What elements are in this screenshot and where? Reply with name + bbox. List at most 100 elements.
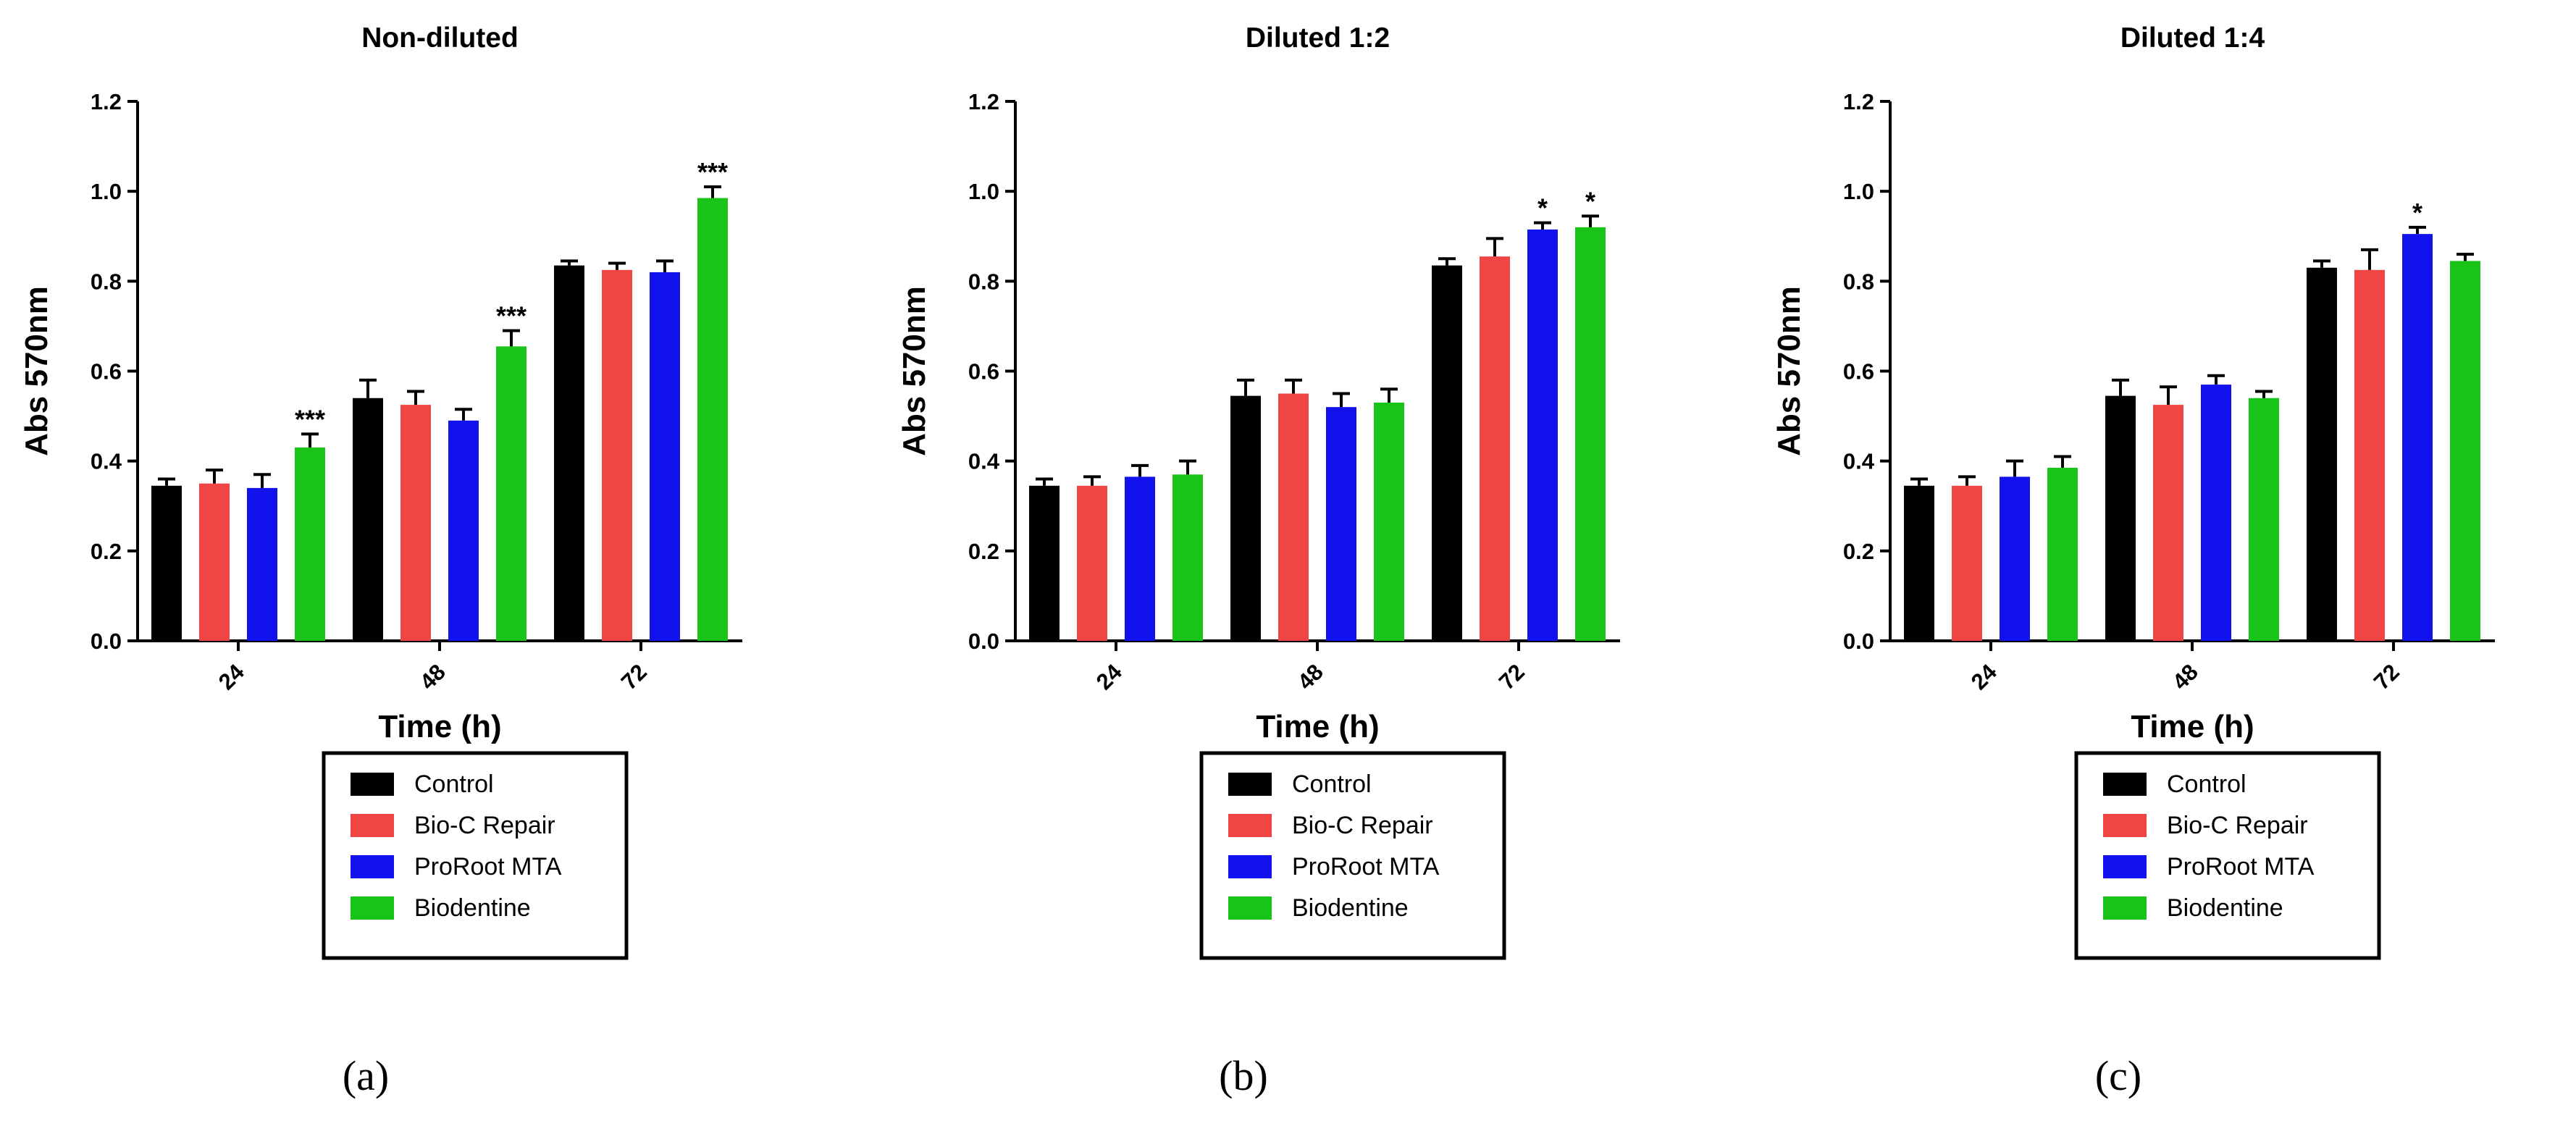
- bar: [151, 485, 182, 641]
- legend-swatch: [1228, 773, 1272, 796]
- significance-marker: *: [1585, 186, 1595, 216]
- legend-swatch: [351, 773, 394, 796]
- legend-label: Bio-C Repair: [414, 812, 555, 839]
- legend-swatch: [2103, 855, 2147, 878]
- panel-caption: (a): [343, 1052, 389, 1099]
- bar: [650, 272, 680, 641]
- bar: [353, 398, 383, 641]
- legend-label: Biodentine: [1292, 894, 1409, 922]
- y-tick-label: 0.2: [91, 539, 122, 564]
- legend-label: Control: [2167, 770, 2246, 798]
- legend: Control Bio-C Repair ProRoot MTA Biodentine: [1199, 751, 1506, 960]
- legend-swatch: [1228, 855, 1272, 878]
- y-tick-label: 1.0: [91, 179, 122, 204]
- x-tick-label: 72: [1494, 659, 1530, 694]
- bar: [1575, 227, 1606, 641]
- legend-label: ProRoot MTA: [2167, 853, 2315, 881]
- y-tick-label: 0.0: [968, 629, 999, 654]
- x-tick-label: 48: [415, 659, 450, 694]
- bar: [400, 405, 431, 641]
- legend-swatch: [351, 814, 394, 837]
- bar: [1172, 474, 1203, 641]
- y-tick-label: 1.2: [968, 89, 999, 114]
- bar: [1230, 395, 1261, 641]
- bar: [554, 265, 584, 642]
- x-tick-label: 48: [1293, 659, 1328, 694]
- bar: [2153, 405, 2183, 641]
- chart-title: Diluted 1:4: [2120, 22, 2265, 54]
- significance-marker: *: [1537, 193, 1548, 223]
- bar: [1480, 256, 1510, 641]
- significance-marker: *: [2412, 198, 2422, 227]
- bar: [697, 198, 728, 642]
- bar: [1326, 407, 1356, 641]
- legend-box: [2074, 751, 2381, 960]
- bar: [2354, 269, 2385, 641]
- legend-label: Biodentine: [2167, 894, 2283, 922]
- bar: [1432, 265, 1462, 642]
- legend-swatch: [2103, 896, 2147, 920]
- chart-title: Diluted 1:2: [1246, 22, 1390, 54]
- bar: [1952, 485, 1982, 641]
- y-axis-label: Abs 570nm: [1771, 286, 1807, 456]
- legend-swatch: [2103, 814, 2147, 837]
- legend-label: ProRoot MTA: [414, 853, 562, 881]
- legend-label: Bio-C Repair: [2167, 812, 2308, 839]
- bar: [199, 483, 230, 641]
- bar: [1029, 485, 1060, 641]
- significance-marker: ***: [496, 301, 526, 331]
- bar: [496, 346, 526, 641]
- x-tick-label: 72: [616, 659, 652, 694]
- y-tick-label: 0.4: [1843, 449, 1875, 474]
- x-tick-label: 24: [1966, 659, 2002, 695]
- legend-label: Bio-C Repair: [1292, 812, 1433, 839]
- y-tick-label: 0.0: [1843, 629, 1874, 654]
- bar: [2047, 467, 2078, 641]
- legend: Control Bio-C Repair ProRoot MTA Biodentine: [322, 751, 629, 960]
- x-axis-label: Time (h): [2131, 709, 2254, 744]
- bar: [1077, 485, 1107, 641]
- bar: [1374, 402, 1404, 641]
- bar: [1278, 393, 1309, 641]
- legend-swatch: [2103, 773, 2147, 796]
- y-tick-label: 1.0: [968, 179, 999, 204]
- bar: [2000, 476, 2030, 641]
- y-tick-label: 0.8: [91, 269, 122, 294]
- legend: Control Bio-C Repair ProRoot MTA Biodentine: [2074, 751, 2381, 960]
- legend-label: Control: [1292, 770, 1372, 798]
- legend-box: [322, 751, 629, 960]
- y-tick-label: 0.6: [968, 359, 999, 385]
- bar: [602, 269, 632, 641]
- bar: [2105, 395, 2136, 641]
- legend-label: Control: [414, 770, 494, 798]
- legend-swatch: [351, 855, 394, 878]
- y-tick-label: 0.2: [1843, 539, 1874, 564]
- y-tick-label: 0.8: [968, 269, 999, 294]
- legend-box: [1199, 751, 1506, 960]
- y-tick-label: 0.4: [91, 449, 122, 474]
- y-axis-label: Abs 570nm: [19, 286, 54, 456]
- y-axis-label: Abs 570nm: [897, 286, 932, 456]
- y-tick-label: 0.4: [968, 449, 1000, 474]
- x-tick-label: 48: [2168, 659, 2203, 694]
- significance-marker: ***: [697, 157, 728, 187]
- bar: [1125, 476, 1155, 641]
- bar: [2450, 261, 2480, 641]
- x-axis-label: Time (h): [1256, 709, 1379, 744]
- x-tick-label: 72: [2369, 659, 2404, 694]
- legend-label: ProRoot MTA: [1292, 853, 1440, 881]
- y-tick-label: 1.2: [1843, 89, 1874, 114]
- bar: [1527, 229, 1558, 641]
- legend-swatch: [1228, 814, 1272, 837]
- x-tick-label: 24: [1091, 659, 1128, 695]
- y-tick-label: 0.0: [91, 629, 122, 654]
- chart-title: Non-diluted: [361, 22, 519, 54]
- bar: [2402, 234, 2433, 641]
- x-tick-label: 24: [214, 659, 250, 695]
- legend-label: Biodentine: [414, 894, 531, 922]
- y-tick-label: 1.0: [1843, 179, 1874, 204]
- y-tick-label: 0.6: [91, 359, 122, 385]
- chart-panel-2: Diluted 1:2 0.0 0.2 0.4 0.6 0.8 1.0 1.2 Abs 570n…: [897, 22, 1620, 1099]
- panel-caption: (b): [1219, 1052, 1268, 1099]
